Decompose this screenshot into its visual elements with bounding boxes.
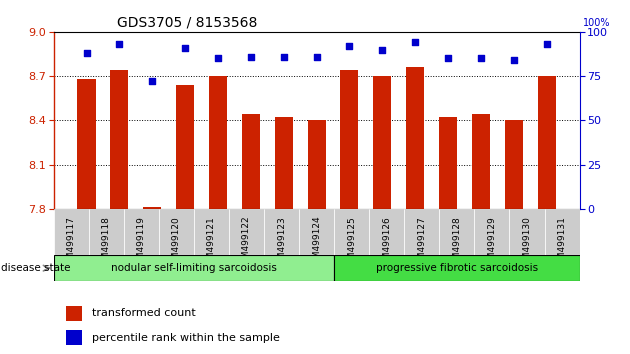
- Bar: [275, 118, 293, 209]
- Text: GSM499117: GSM499117: [67, 216, 76, 271]
- Point: [345, 43, 355, 49]
- Point: [443, 56, 453, 61]
- Text: disease state: disease state: [1, 263, 71, 273]
- Text: GSM499126: GSM499126: [382, 216, 391, 270]
- Bar: [474, 209, 510, 255]
- Bar: [340, 70, 358, 209]
- Bar: [505, 120, 523, 209]
- Bar: [537, 76, 556, 209]
- Bar: [242, 114, 260, 209]
- Text: GSM499130: GSM499130: [522, 216, 532, 271]
- Bar: [373, 76, 391, 209]
- Bar: [334, 255, 580, 281]
- Bar: [406, 67, 424, 209]
- Bar: [159, 209, 194, 255]
- Text: GSM499124: GSM499124: [312, 216, 321, 270]
- Text: GSM499118: GSM499118: [101, 216, 111, 271]
- Text: GSM499121: GSM499121: [207, 216, 216, 270]
- Text: GSM499125: GSM499125: [347, 216, 356, 270]
- Text: GSM499120: GSM499120: [172, 216, 181, 270]
- Text: GSM499119: GSM499119: [137, 216, 146, 271]
- Bar: [369, 209, 404, 255]
- Text: percentile rank within the sample: percentile rank within the sample: [93, 332, 280, 343]
- Text: GSM499128: GSM499128: [452, 216, 461, 270]
- Bar: [176, 85, 194, 209]
- Bar: [307, 120, 326, 209]
- Point: [377, 47, 387, 52]
- Bar: [194, 209, 229, 255]
- Point: [81, 50, 91, 56]
- Text: GSM499122: GSM499122: [242, 216, 251, 270]
- Bar: [66, 306, 82, 321]
- Bar: [54, 255, 334, 281]
- Point: [147, 79, 158, 84]
- Bar: [123, 209, 159, 255]
- Text: GSM499127: GSM499127: [417, 216, 427, 270]
- Point: [542, 41, 552, 47]
- Bar: [143, 207, 161, 209]
- Point: [509, 57, 519, 63]
- Text: transformed count: transformed count: [93, 308, 196, 318]
- Bar: [404, 209, 439, 255]
- Point: [180, 45, 190, 51]
- Bar: [439, 209, 474, 255]
- Bar: [510, 209, 544, 255]
- Point: [410, 40, 420, 45]
- Point: [311, 54, 321, 59]
- Point: [278, 54, 289, 59]
- Text: progressive fibrotic sarcoidosis: progressive fibrotic sarcoidosis: [375, 263, 538, 273]
- Bar: [229, 209, 264, 255]
- Bar: [299, 209, 334, 255]
- Bar: [472, 114, 490, 209]
- Bar: [110, 70, 129, 209]
- Point: [114, 41, 124, 47]
- Bar: [334, 209, 369, 255]
- Bar: [54, 209, 89, 255]
- Text: GSM499123: GSM499123: [277, 216, 286, 270]
- Text: GSM499129: GSM499129: [488, 216, 496, 270]
- Point: [213, 56, 223, 61]
- Point: [476, 56, 486, 61]
- Bar: [544, 209, 580, 255]
- Text: GSM499131: GSM499131: [558, 216, 566, 271]
- Text: nodular self-limiting sarcoidosis: nodular self-limiting sarcoidosis: [111, 263, 277, 273]
- Text: GDS3705 / 8153568: GDS3705 / 8153568: [117, 15, 257, 29]
- Bar: [264, 209, 299, 255]
- Bar: [66, 330, 82, 345]
- Bar: [439, 118, 457, 209]
- Text: 100%: 100%: [583, 18, 610, 28]
- Bar: [89, 209, 123, 255]
- Bar: [77, 79, 96, 209]
- Bar: [209, 76, 227, 209]
- Point: [246, 54, 256, 59]
